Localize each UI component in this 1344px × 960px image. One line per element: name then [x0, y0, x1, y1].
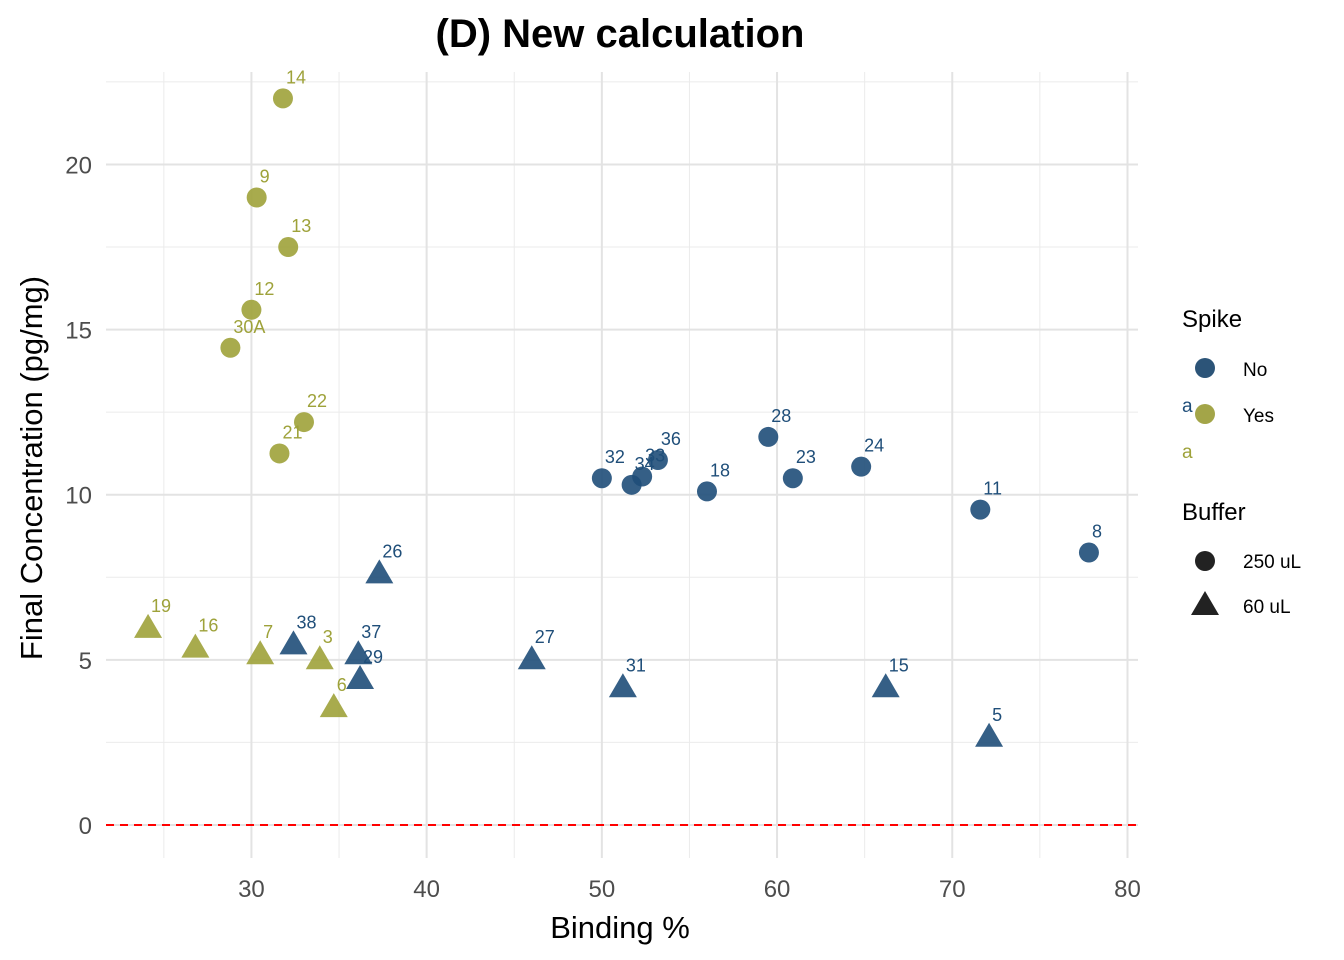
data-point-triangle — [608, 673, 637, 698]
data-point-triangle — [319, 693, 348, 718]
legend-buffer-60-label: 60 uL — [1243, 597, 1291, 618]
data-point-label: 29 — [363, 647, 383, 667]
x-tick-label: 80 — [1114, 876, 1141, 903]
data-point-label: 21 — [282, 422, 302, 442]
legend-spike-yes-label: Yes — [1243, 406, 1274, 427]
data-point-label: 36 — [661, 429, 681, 449]
data-point-label: 32 — [605, 447, 625, 467]
data-point-label: 24 — [864, 436, 884, 456]
data-point-circle — [970, 499, 991, 520]
data-point-label: 26 — [382, 541, 402, 561]
data-point-circle — [647, 450, 668, 471]
data-point-label: 16 — [198, 616, 218, 636]
y-axis-title: Final Concentration (pg/mg) — [14, 276, 49, 660]
y-axis-ticks: 0 5 10 15 20 — [65, 152, 92, 840]
data-point-triangle — [517, 645, 546, 670]
data-point-label: 34 — [635, 454, 655, 474]
data-point-circle — [632, 466, 653, 487]
data-point-circle — [696, 481, 717, 502]
legend-spike-no-glyph: a — [1182, 396, 1193, 417]
legend: Spike No a Yes a Buffer 250 uL 60 uL — [1182, 306, 1301, 618]
x-tick-label: 40 — [413, 876, 440, 903]
data-point-label: 28 — [771, 406, 791, 426]
data-point-label: 27 — [535, 627, 555, 647]
legend-spike-no-label: No — [1243, 360, 1267, 381]
data-point-triangle — [975, 722, 1004, 747]
data-point-circle — [246, 187, 267, 208]
data-point-label: 5 — [992, 705, 1002, 725]
data-point-circle — [272, 88, 293, 109]
data-point-triangle — [871, 673, 900, 698]
y-tick-label: 15 — [65, 318, 92, 345]
data-point-triangle — [344, 640, 373, 665]
data-point-label: 14 — [286, 67, 306, 87]
data-point-circle — [269, 443, 290, 464]
chart-title: (D) New calculation — [436, 12, 805, 56]
legend-spike-no-key — [1195, 358, 1215, 378]
data-points — [134, 88, 1099, 747]
data-point-circle — [241, 299, 262, 320]
data-point-label: 7 — [263, 622, 273, 642]
y-tick-label: 0 — [79, 813, 92, 840]
data-point-label: 9 — [260, 166, 270, 186]
legend-spike-yes-key — [1195, 404, 1215, 424]
data-point-circle — [278, 237, 299, 258]
data-point-label: 8 — [1092, 522, 1102, 542]
data-point-circle — [1078, 542, 1099, 563]
data-point-label: 38 — [296, 612, 316, 632]
legend-buffer-title: Buffer — [1182, 499, 1246, 526]
legend-spike-yes-glyph: a — [1182, 442, 1193, 463]
x-axis-ticks: 30 40 50 60 70 80 — [238, 876, 1141, 903]
data-point-label: 12 — [254, 279, 274, 299]
data-point-triangle — [365, 559, 394, 584]
data-point-label: 23 — [796, 447, 816, 467]
data-point-label: 18 — [710, 460, 730, 480]
data-point-label: 6 — [337, 675, 347, 695]
x-tick-label: 50 — [588, 876, 615, 903]
data-point-triangle — [181, 633, 210, 658]
data-point-label: 19 — [151, 596, 171, 616]
legend-buffer-60-key — [1191, 591, 1219, 615]
y-tick-label: 20 — [65, 152, 92, 179]
data-point-label: 3 — [323, 627, 333, 647]
legend-spike-title: Spike — [1182, 306, 1242, 333]
data-point-circle — [758, 426, 779, 447]
legend-buffer-250-key — [1195, 551, 1215, 571]
data-point-label: 15 — [889, 655, 909, 675]
data-point-label: 31 — [626, 655, 646, 675]
data-point-label: 13 — [291, 216, 311, 236]
data-point-triangle — [279, 630, 308, 655]
data-point-triangle — [305, 645, 334, 670]
data-point-triangle — [134, 613, 163, 638]
legend-buffer-250-label: 250 uL — [1243, 552, 1301, 573]
data-point-circle — [782, 468, 803, 489]
data-point-label: 37 — [361, 622, 381, 642]
y-tick-label: 5 — [79, 648, 92, 675]
data-point-triangle — [346, 665, 375, 690]
data-point-circle — [851, 456, 872, 477]
data-point-circle — [220, 337, 241, 358]
x-tick-label: 60 — [764, 876, 791, 903]
x-axis-title: Binding % — [550, 910, 690, 945]
data-point-triangle — [246, 640, 275, 665]
x-tick-label: 70 — [939, 876, 966, 903]
data-point-label: 33 — [645, 446, 665, 466]
x-tick-label: 30 — [238, 876, 265, 903]
data-point-label: 11 — [983, 479, 1002, 499]
data-point-circle — [591, 468, 612, 489]
data-point-label: 22 — [307, 391, 327, 411]
data-point-circle — [293, 412, 314, 433]
data-point-label: 30A — [233, 317, 265, 337]
y-tick-label: 10 — [65, 483, 92, 510]
